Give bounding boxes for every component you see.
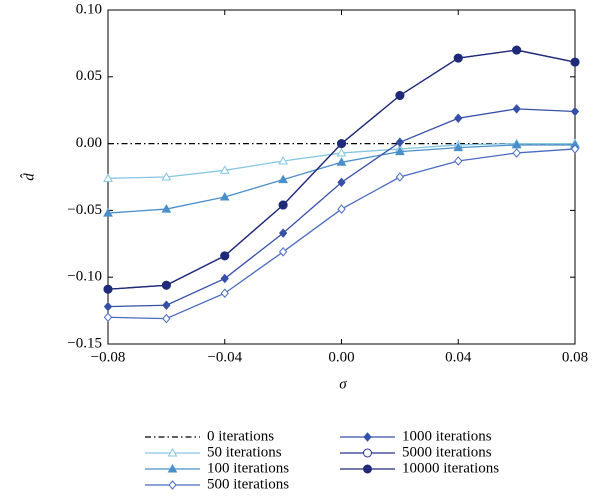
marker bbox=[220, 251, 230, 261]
marker bbox=[103, 312, 113, 323]
marker bbox=[278, 155, 288, 165]
marker bbox=[363, 448, 372, 458]
marker bbox=[395, 137, 405, 148]
marker bbox=[278, 200, 288, 210]
marker bbox=[454, 156, 463, 166]
x-tick-label: 0.08 bbox=[562, 349, 588, 365]
marker bbox=[570, 57, 580, 67]
marker bbox=[454, 113, 463, 123]
marker bbox=[278, 247, 288, 257]
marker bbox=[103, 208, 113, 217]
y-tick-label: 0.00 bbox=[76, 135, 102, 151]
legend-label: 1000 iterations bbox=[402, 428, 492, 444]
marker bbox=[512, 104, 521, 114]
series-line bbox=[107, 49, 576, 290]
marker bbox=[395, 91, 405, 101]
marker bbox=[570, 106, 580, 117]
marker bbox=[161, 204, 172, 213]
legend-label: 50 iterations bbox=[207, 444, 282, 460]
legend-label: 10000 iterations bbox=[402, 460, 499, 476]
marker bbox=[103, 173, 113, 182]
x-tick-label: −0.04 bbox=[207, 349, 242, 365]
marker bbox=[162, 313, 171, 324]
marker bbox=[219, 192, 230, 201]
marker bbox=[336, 147, 347, 157]
marker bbox=[337, 204, 346, 214]
y-tick-label: −0.10 bbox=[67, 269, 102, 285]
y-tick-label: 0.10 bbox=[76, 1, 102, 17]
marker bbox=[570, 144, 580, 154]
y-tick-label: −0.05 bbox=[67, 202, 102, 218]
marker bbox=[336, 157, 347, 166]
marker bbox=[512, 148, 521, 158]
y-tick-label: −0.15 bbox=[67, 335, 102, 351]
marker bbox=[219, 165, 230, 174]
marker bbox=[167, 463, 178, 473]
legend-label: 5000 iterations bbox=[402, 444, 492, 460]
marker bbox=[363, 432, 372, 442]
legend-label: 100 iterations bbox=[207, 460, 289, 476]
series-line bbox=[107, 49, 576, 290]
legend-label: 0 iterations bbox=[207, 428, 274, 444]
marker bbox=[161, 171, 172, 181]
marker bbox=[220, 273, 229, 284]
legend-label: 500 iterations bbox=[207, 476, 289, 492]
series-line bbox=[107, 148, 576, 320]
x-tick-label: 0.04 bbox=[445, 349, 472, 365]
y-axis-label: d̂ bbox=[20, 173, 37, 181]
marker bbox=[103, 301, 113, 312]
marker bbox=[453, 53, 463, 63]
marker bbox=[161, 280, 171, 290]
marker bbox=[395, 146, 405, 156]
marker bbox=[511, 139, 522, 149]
marker bbox=[337, 177, 346, 188]
x-tick-label: 0.00 bbox=[328, 349, 354, 365]
marker bbox=[337, 139, 346, 149]
x-axis-label: σ bbox=[339, 376, 347, 392]
marker bbox=[103, 284, 113, 294]
marker bbox=[363, 464, 372, 474]
marker bbox=[512, 45, 522, 55]
marker bbox=[395, 172, 405, 182]
marker bbox=[453, 142, 464, 152]
plot-frame bbox=[107, 9, 576, 345]
marker bbox=[167, 447, 178, 457]
marker bbox=[278, 228, 288, 238]
y-tick-label: 0.05 bbox=[76, 68, 102, 84]
marker bbox=[278, 174, 288, 184]
marker bbox=[220, 288, 229, 298]
marker bbox=[168, 480, 177, 490]
x-tick-label: −0.08 bbox=[91, 349, 126, 365]
marker bbox=[162, 300, 171, 311]
